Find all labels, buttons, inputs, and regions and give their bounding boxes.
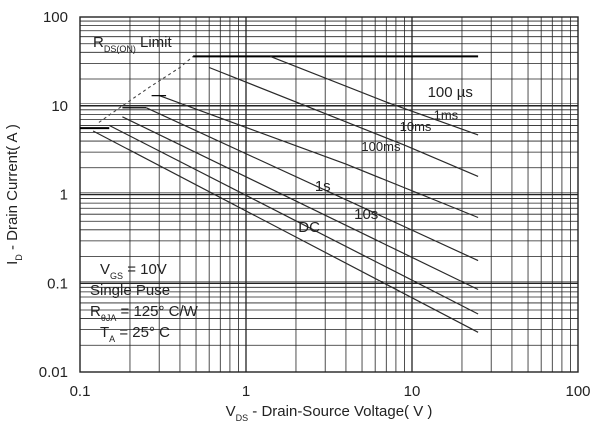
rds-label-main: R bbox=[93, 34, 104, 51]
condition-ta-main: T bbox=[100, 324, 109, 341]
condition-rthja: RθJA = 125° C/W bbox=[90, 303, 199, 323]
soa-curve-100ms bbox=[145, 107, 479, 262]
curve-label: 1ms bbox=[434, 107, 459, 122]
x-axis-label-rest: - Drain-Source Voltage( V ) bbox=[248, 403, 432, 420]
y-axis-label: ID - Drain Current( A ) bbox=[4, 124, 24, 265]
soa-curve-1s bbox=[122, 116, 479, 291]
curve-label: 1s bbox=[315, 178, 331, 195]
condition-rthja-main: R bbox=[90, 303, 101, 320]
y-axis-label-main: I bbox=[4, 261, 21, 265]
condition-vgs-rest: = 10V bbox=[123, 261, 167, 278]
rds-on-limit-label: RDS(ON) Limit bbox=[93, 34, 173, 54]
condition-vgs: VGS = 10V bbox=[100, 261, 167, 281]
soa-curve-1ms bbox=[208, 66, 479, 177]
soa-curve-100s bbox=[270, 55, 479, 136]
y-axis-label-rest: - Drain Current( A ) bbox=[4, 124, 21, 254]
curve-label: 10ms bbox=[400, 119, 432, 134]
conditions-block: VGS = 10V Single Puse RθJA = 125° C/W TA… bbox=[90, 261, 199, 344]
condition-pulse-main: Single Puse bbox=[90, 282, 170, 299]
condition-rthja-rest: = 125° C/W bbox=[116, 303, 198, 320]
x-tick-label: 0.1 bbox=[70, 383, 91, 400]
condition-rthja-sub: θJA bbox=[101, 313, 117, 323]
x-tick-label: 100 bbox=[565, 383, 590, 400]
grid-layer bbox=[80, 17, 578, 372]
y-tick-label: 10 bbox=[51, 98, 68, 115]
condition-vgs-sub: GS bbox=[110, 271, 123, 281]
condition-ta: TA = 25° C bbox=[100, 324, 170, 344]
x-tick-label: 10 bbox=[404, 383, 421, 400]
x-axis-label-sub: DS bbox=[236, 413, 249, 423]
rds-label-rest: Limit bbox=[136, 34, 173, 51]
series-layer bbox=[80, 55, 479, 333]
soa-curve-10s bbox=[108, 124, 479, 315]
soa-curve-10ms bbox=[158, 95, 479, 219]
soa-curve-dc bbox=[92, 130, 479, 333]
y-tick-label: 0.01 bbox=[39, 364, 68, 381]
rds-label-sub: DS(ON) bbox=[104, 44, 136, 54]
y-tick-label: 0.1 bbox=[47, 275, 68, 292]
x-tick-label: 1 bbox=[242, 383, 250, 400]
curve-label: 10s bbox=[354, 206, 378, 223]
condition-pulse: Single Puse bbox=[90, 282, 170, 299]
x-axis-label: VDS - Drain-Source Voltage( V ) bbox=[226, 403, 433, 423]
condition-ta-sub: A bbox=[109, 334, 115, 344]
condition-ta-rest: = 25° C bbox=[115, 324, 170, 341]
plot-frame bbox=[79, 16, 579, 373]
x-axis-label-main: V bbox=[226, 403, 236, 420]
curve-label: DC bbox=[298, 219, 320, 236]
condition-vgs-main: V bbox=[100, 261, 110, 278]
y-axis-label-sub: D bbox=[14, 254, 24, 261]
curve-label: 100ms bbox=[361, 139, 401, 154]
y-tick-label: 100 bbox=[43, 9, 68, 26]
curve-label: 100 µs bbox=[428, 84, 473, 101]
y-tick-label: 1 bbox=[60, 187, 68, 204]
rds-on-limit-line bbox=[98, 55, 194, 123]
